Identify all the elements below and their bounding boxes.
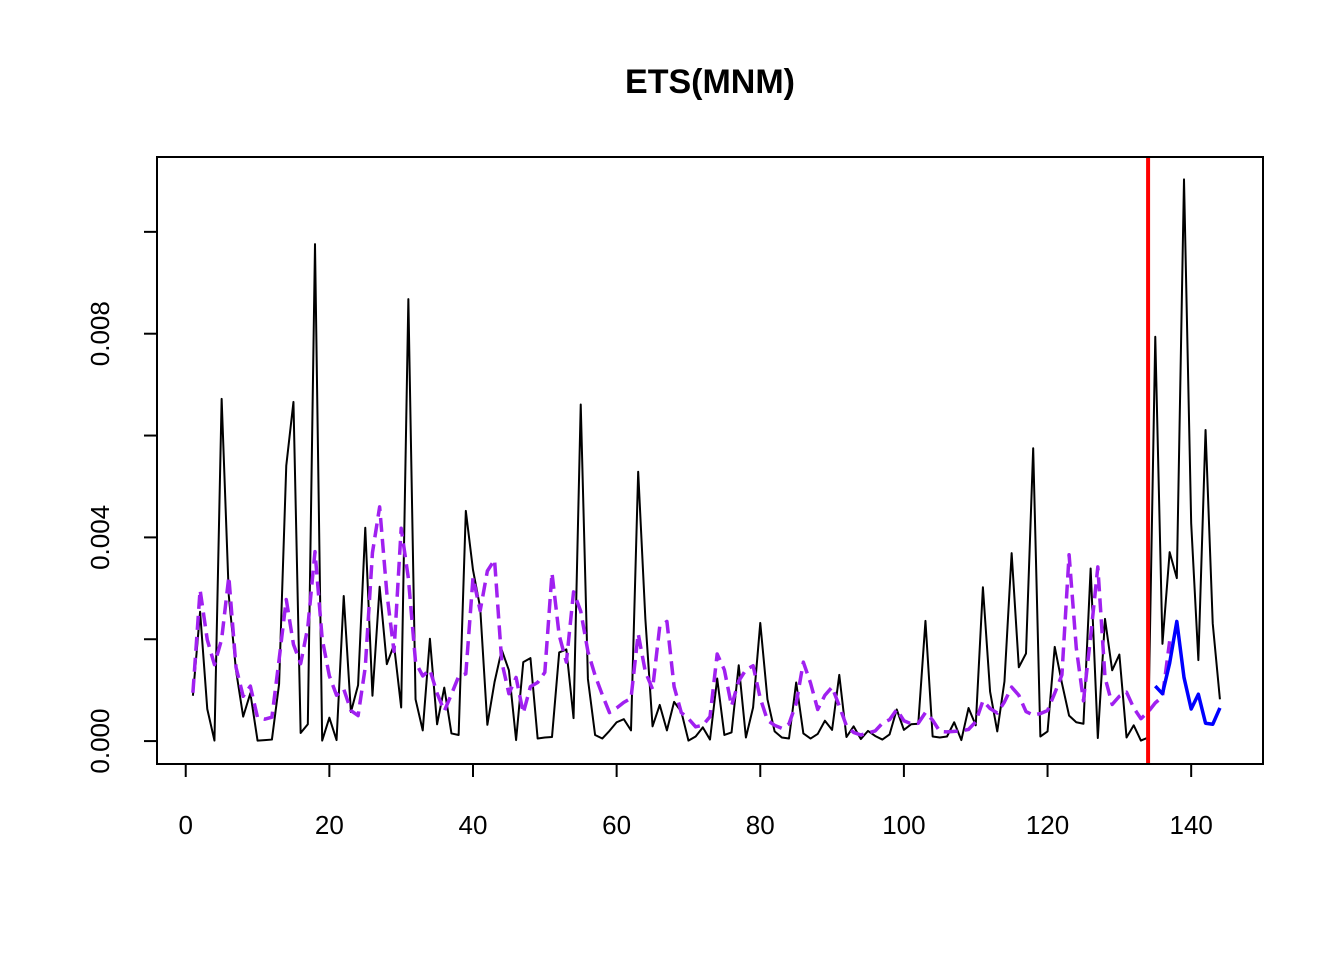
x-tick-label: 140 [1169,810,1212,840]
series-line-actuals [191,178,1221,742]
x-tick-label: 120 [1026,810,1069,840]
y-tick-label: 0.000 [85,709,115,774]
y-axis: 0.000 0.004 0.008 [85,230,158,774]
y-tick-label: 0.004 [85,505,115,570]
series-line-forecast [1153,619,1222,727]
x-tick-label: 60 [602,810,631,840]
x-tick-label: 80 [746,810,775,840]
x-tick-label: 100 [882,810,925,840]
plot-frame [156,156,1264,765]
chart-title: ETS(MNM) [625,63,795,101]
series-line-fitted [191,505,1172,737]
x-tick-label: 40 [459,810,488,840]
x-tick-label: 20 [315,810,344,840]
x-tick-label: 0 [178,810,192,840]
x-axis: 0 20 40 60 80 100 120 140 [178,763,1213,840]
y-tick-label: 0.008 [85,301,115,366]
series-layer [191,178,1222,742]
